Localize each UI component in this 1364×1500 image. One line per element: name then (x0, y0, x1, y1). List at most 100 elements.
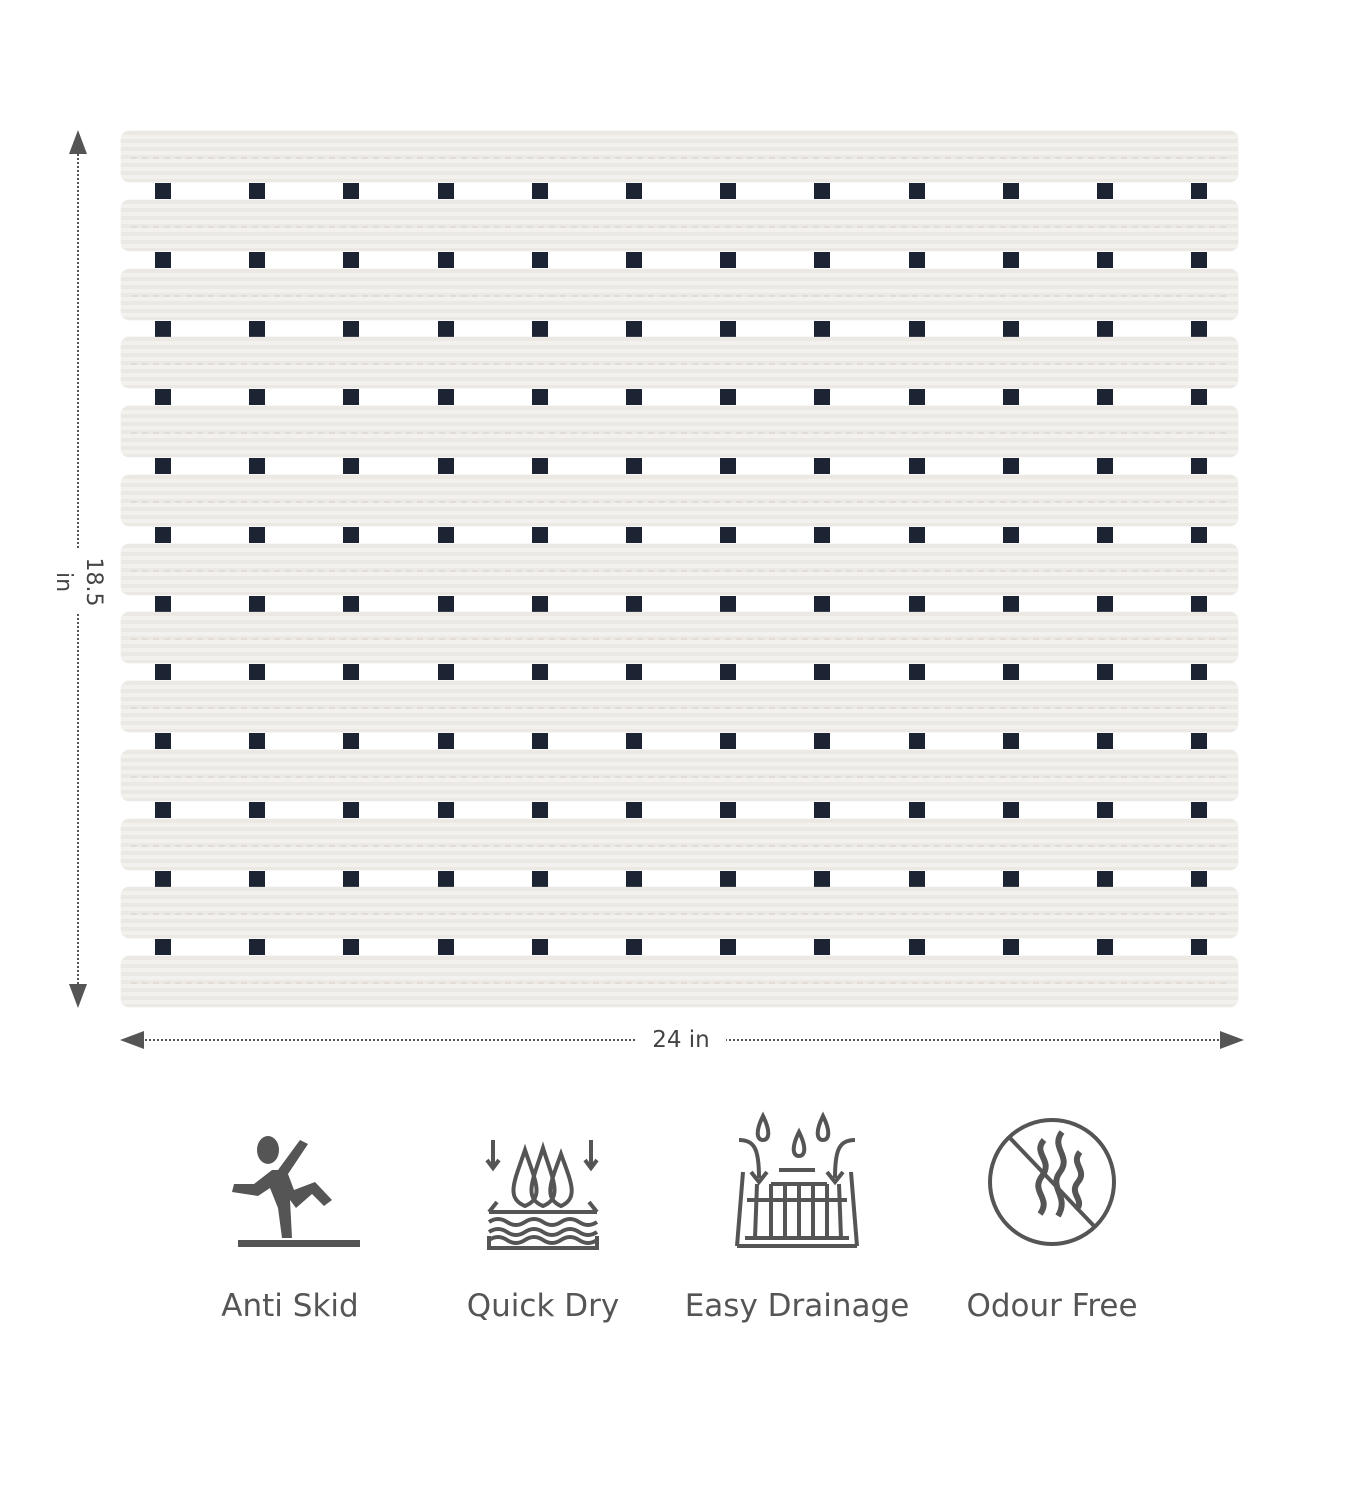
connector-peg (1097, 595, 1113, 612)
connector-peg (720, 595, 737, 612)
connector-peg (720, 733, 737, 749)
connector-peg (1191, 320, 1208, 337)
connector-peg (720, 526, 737, 543)
connector-peg (1002, 801, 1019, 818)
connector-peg (908, 664, 925, 681)
connector-peg (1002, 664, 1019, 681)
connector-peg (814, 389, 831, 406)
connector-peg (249, 458, 266, 474)
connector-peg (1097, 870, 1113, 887)
connector-peg (155, 801, 171, 818)
feature-label: Quick Dry (466, 1288, 620, 1324)
connector-peg (249, 183, 266, 199)
connector-peg (343, 733, 360, 749)
connector-peg (626, 251, 642, 268)
connector-peg (626, 320, 642, 337)
connector-peg (814, 320, 831, 337)
connector-peg (249, 526, 266, 543)
connector-peg (1002, 733, 1019, 749)
feature-label: Easy Drainage (684, 1288, 910, 1324)
connector-peg (155, 939, 171, 956)
connector-peg (1097, 526, 1113, 543)
connector-peg (1191, 251, 1208, 268)
feature-quick-dry: Quick Dry (423, 1110, 663, 1329)
connector-peg (531, 870, 548, 887)
connector-peg (720, 458, 737, 474)
connector-peg (437, 939, 454, 956)
connector-peg (814, 526, 831, 543)
mat-slat (121, 268, 1238, 320)
arrow-left-icon (120, 1031, 144, 1049)
connector-peg (343, 595, 360, 612)
connector-peg (249, 251, 266, 268)
connector-peg (814, 664, 831, 681)
connector-peg (1191, 595, 1208, 612)
connector-peg (1002, 595, 1019, 612)
arrow-down-icon (69, 984, 87, 1008)
connector-peg (155, 320, 171, 337)
mat-slat (121, 474, 1238, 526)
connector-peg (155, 733, 171, 749)
connector-peg (343, 320, 360, 337)
connector-peg (814, 939, 831, 956)
connector-peg (1002, 939, 1019, 956)
connector-peg (814, 458, 831, 474)
connector-peg (437, 870, 454, 887)
connector-peg (1097, 664, 1113, 681)
connector-peg (720, 664, 737, 681)
mat-slat (121, 543, 1238, 595)
connector-peg (626, 870, 642, 887)
connector-peg (908, 801, 925, 818)
connector-peg (1002, 526, 1019, 543)
connector-peg (1191, 458, 1208, 474)
connector-peg (437, 733, 454, 749)
connector-peg (249, 389, 266, 406)
connector-peg (531, 939, 548, 956)
connector-peg (531, 251, 548, 268)
connector-peg (1097, 939, 1113, 956)
water-drops-layers-icon (485, 1140, 599, 1250)
connector-peg (720, 251, 737, 268)
connector-peg (1191, 183, 1208, 199)
connector-peg (343, 458, 360, 474)
connector-peg (343, 664, 360, 681)
connector-peg (908, 458, 925, 474)
connector-peg (437, 595, 454, 612)
connector-peg (155, 458, 171, 474)
drain-grate-icon (735, 1111, 859, 1248)
connector-peg (908, 320, 925, 337)
connector-peg (437, 801, 454, 818)
connector-peg (720, 939, 737, 956)
connector-peg (1191, 664, 1208, 681)
connector-peg (908, 526, 925, 543)
connector-peg (908, 939, 925, 956)
connector-peg (1097, 733, 1113, 749)
mat-slat (121, 818, 1238, 870)
connector-peg (1191, 801, 1208, 818)
arrow-right-icon (1220, 1031, 1244, 1049)
connector-peg (343, 251, 360, 268)
mat-slat (121, 612, 1238, 664)
connector-peg (1002, 251, 1019, 268)
connector-peg (626, 801, 642, 818)
connector-peg (343, 183, 360, 199)
feature-label: Odour Free (966, 1288, 1138, 1324)
mat-slat (121, 749, 1238, 801)
connector-peg (249, 733, 266, 749)
connector-peg (626, 595, 642, 612)
mat-slat (121, 887, 1238, 939)
connector-peg (626, 389, 642, 406)
connector-peg (531, 733, 548, 749)
connector-peg (437, 458, 454, 474)
connector-peg (343, 801, 360, 818)
mat-slat (121, 131, 1238, 182)
connector-peg (437, 183, 454, 199)
connector-peg (531, 320, 548, 337)
connector-peg (343, 526, 360, 543)
connector-peg (1191, 733, 1208, 749)
mat-slat (121, 956, 1238, 1007)
connector-peg (531, 389, 548, 406)
connector-peg (626, 183, 642, 199)
connector-peg (720, 183, 737, 199)
feature-label: Anti Skid (221, 1288, 359, 1324)
